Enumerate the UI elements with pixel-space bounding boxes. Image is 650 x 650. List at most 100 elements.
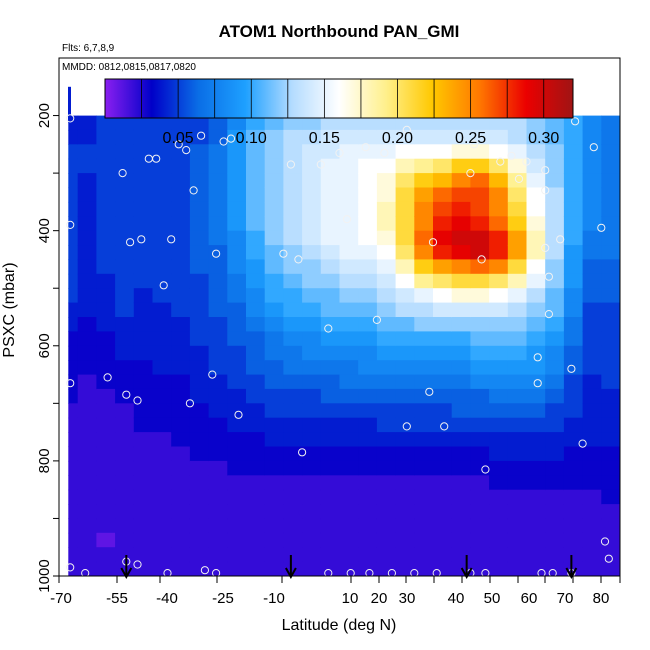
heatmap-cell — [376, 561, 397, 576]
heatmap-cell — [68, 302, 79, 318]
heatmap-cell — [489, 216, 509, 232]
heatmap-cell — [77, 158, 97, 174]
heatmap-cell — [152, 489, 172, 505]
heatmap-cell — [601, 273, 620, 289]
observation-point — [286, 160, 295, 169]
heatmap-cell — [395, 532, 415, 548]
heatmap-cell — [545, 475, 565, 491]
heatmap-cell — [339, 504, 359, 520]
heatmap-cell — [545, 129, 565, 145]
heatmap-cell — [601, 245, 620, 261]
heatmap-cell — [68, 345, 79, 361]
observation-point — [567, 364, 576, 373]
heatmap-cell — [414, 388, 434, 404]
heatmap-cell — [96, 129, 116, 145]
heatmap-cell — [264, 345, 284, 361]
heatmap-cell — [507, 129, 528, 145]
observation-point — [152, 154, 161, 163]
heatmap-cell — [601, 374, 620, 390]
heatmap-cell — [433, 489, 453, 505]
heatmap-cell — [77, 331, 97, 347]
heatmap-cell — [302, 417, 322, 433]
heatmap-cell — [133, 245, 154, 261]
heatmap-cell — [208, 403, 228, 419]
heatmap-cell — [582, 173, 602, 189]
x-tick-label: -55 — [106, 590, 128, 607]
profile-arrow-head — [565, 567, 578, 580]
heatmap-cell — [470, 302, 490, 318]
heatmap-cell — [227, 158, 247, 174]
heatmap-cell — [601, 331, 620, 347]
heatmap-cell — [189, 288, 210, 304]
heatmap-cell — [414, 129, 434, 145]
heatmap-cell — [283, 129, 303, 145]
heatmap-cell — [545, 144, 565, 160]
heatmap-cell — [601, 230, 620, 246]
heatmap-cell — [507, 259, 528, 275]
heatmap-cell — [470, 432, 490, 448]
heatmap-cell — [227, 115, 247, 131]
heatmap-cell — [302, 518, 322, 534]
heatmap-cell — [96, 388, 116, 404]
heatmap-cell — [283, 345, 303, 361]
heatmap-cell — [208, 230, 228, 246]
heatmap-cell — [189, 374, 210, 390]
heatmap-cell — [115, 446, 135, 462]
heatmap-cell — [376, 115, 397, 131]
heatmap-cell — [470, 245, 490, 261]
heatmap-cell — [171, 489, 191, 505]
heatmap-cell — [302, 345, 322, 361]
heatmap-cell — [68, 317, 79, 332]
heatmap-cell — [189, 144, 210, 160]
heatmap-cell — [283, 403, 303, 419]
profile-arrow-head — [120, 567, 133, 580]
observation-point — [167, 235, 176, 244]
heatmap-cell — [264, 230, 284, 246]
heatmap-cell — [189, 475, 210, 491]
heatmap-cell — [545, 532, 565, 548]
heatmap-cell — [115, 403, 135, 419]
heatmap-cell — [208, 216, 228, 232]
heatmap-cell — [283, 374, 303, 390]
heatmap-cell — [582, 201, 602, 217]
heatmap-cell — [264, 374, 284, 390]
heatmap-cell — [358, 547, 378, 563]
observation-point — [604, 554, 613, 563]
heatmap-cell — [171, 129, 191, 145]
heatmap-cell — [489, 504, 509, 520]
heatmap-cell — [77, 230, 97, 246]
heatmap-cell — [563, 432, 584, 448]
heatmap-cell — [507, 317, 528, 332]
heatmap-cell — [320, 403, 341, 419]
heatmap-cell — [451, 144, 471, 160]
heatmap-cell — [227, 187, 247, 203]
heatmap-cell — [320, 475, 341, 491]
heatmap-cell — [545, 345, 565, 361]
observation-point — [578, 439, 587, 448]
heatmap-cell — [96, 489, 116, 505]
heatmap-cell — [339, 173, 359, 189]
heatmap-cell — [264, 129, 284, 145]
heatmap-cell — [283, 518, 303, 534]
heatmap-cell — [302, 446, 322, 462]
heatmap-cell — [376, 230, 397, 246]
heatmap-cell — [246, 129, 266, 145]
heatmap-cell — [489, 388, 509, 404]
heatmap-cell — [470, 360, 490, 376]
heatmap-cell — [545, 201, 565, 217]
heatmap-cell — [376, 403, 397, 419]
heatmap-cell — [376, 216, 397, 232]
heatmap-cell — [320, 273, 341, 289]
heatmap-cell — [302, 245, 322, 261]
heatmap-cell — [152, 561, 172, 576]
heatmap-cell — [246, 360, 266, 376]
heatmap-cell — [339, 201, 359, 217]
heatmap-cell — [433, 374, 453, 390]
heatmap-cell — [582, 417, 602, 433]
heatmap-cell — [208, 547, 228, 563]
heatmap-cell — [339, 475, 359, 491]
heatmap-cell — [339, 446, 359, 462]
heatmap-cell — [376, 374, 397, 390]
heatmap-cell — [526, 475, 546, 491]
heatmap-cell — [189, 158, 210, 174]
